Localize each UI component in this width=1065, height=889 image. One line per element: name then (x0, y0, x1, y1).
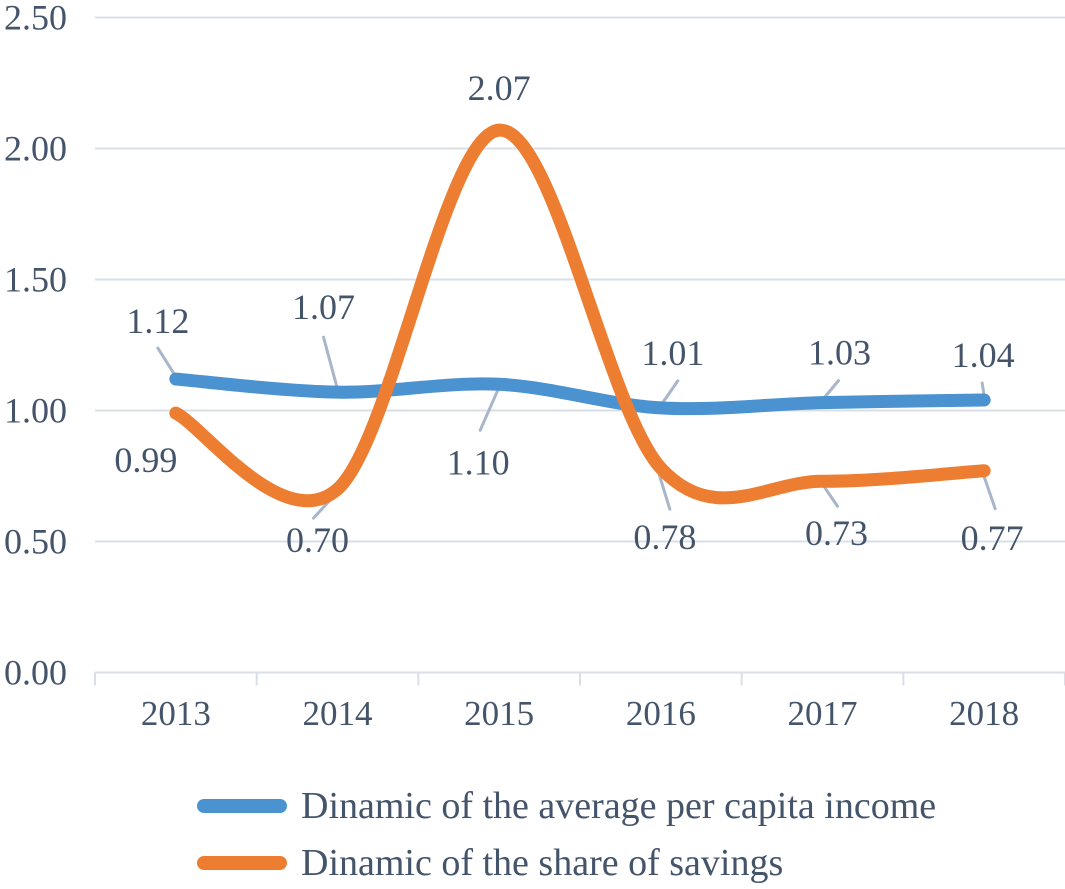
data-label: 0.73 (805, 513, 868, 553)
y-axis-tick-label: 2.50 (4, 0, 67, 38)
data-label: 1.03 (808, 333, 871, 373)
x-axis-category-label: 2018 (949, 694, 1019, 733)
x-axis-category-label: 2017 (788, 694, 858, 733)
data-label-leader-line (821, 482, 839, 508)
data-label-leader-line (660, 379, 680, 406)
data-label: 0.77 (961, 518, 1024, 558)
savings-series-line (169, 123, 991, 508)
x-axis-category-label: 2015 (464, 694, 534, 733)
data-label: 1.01 (641, 333, 704, 373)
chart-legend: Dinamic of the average per capita income… (197, 777, 936, 889)
legend-item-savings: Dinamic of the share of savings (197, 834, 936, 889)
data-label: 0.70 (286, 520, 349, 560)
savings-series-swatch (197, 855, 287, 870)
legend-label-income: Dinamic of the average per capita income (301, 784, 937, 827)
data-label-leader-line (478, 387, 500, 432)
data-label-leader-line (322, 335, 339, 391)
data-label: 1.10 (447, 442, 510, 482)
data-label: 1.04 (952, 335, 1015, 375)
y-axis-tick-label: 2.00 (4, 129, 67, 169)
data-label-leader-line (982, 475, 997, 511)
income-series-swatch (197, 798, 287, 813)
x-axis-category-label: 2013 (141, 694, 211, 733)
legend-item-income: Dinamic of the average per capita income (197, 777, 936, 834)
x-axis-category-label: 2014 (303, 694, 373, 733)
data-label: 0.78 (633, 517, 696, 557)
y-axis-tick-label: 1.00 (4, 391, 67, 431)
data-label: 1.07 (292, 287, 355, 327)
data-label-leader-line (657, 471, 672, 511)
y-axis-tick-label: 0.50 (4, 522, 67, 562)
data-label: 2.07 (468, 68, 531, 108)
x-axis-category-label: 2016 (626, 694, 696, 733)
y-axis-tick-label: 1.50 (4, 260, 67, 300)
legend-label-savings: Dinamic of the share of savings (301, 841, 784, 884)
data-label: 0.99 (114, 440, 177, 480)
data-label-leader-line (156, 346, 177, 377)
income-series-line (169, 372, 991, 416)
data-label-leader-line (822, 379, 840, 401)
y-axis-tick-label: 0.00 (4, 653, 67, 693)
data-label: 1.12 (126, 301, 189, 341)
